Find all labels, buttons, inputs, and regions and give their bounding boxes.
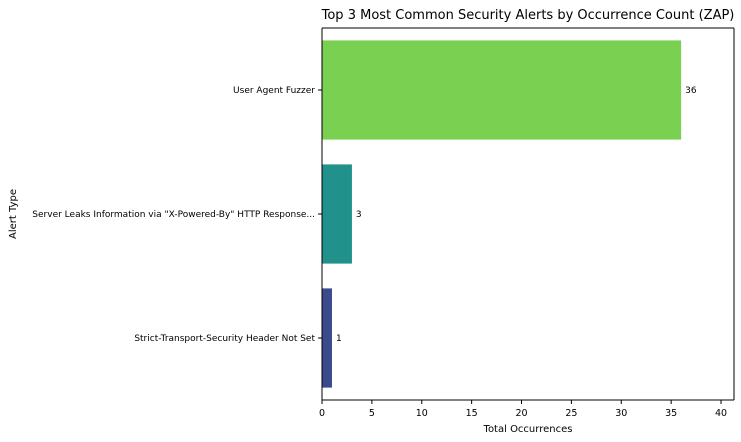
x-tick-label-8: 35	[665, 408, 677, 419]
category-label-3: Strict-Transport-Security Header Not Set	[134, 334, 315, 344]
x-ticks-group: 0 5 10 15 20 25 30 35 40	[319, 400, 727, 419]
data-label-2: 3	[356, 210, 362, 220]
category-labels-group: User Agent Fuzzer Server Leaks Informatio…	[32, 86, 322, 344]
x-tick-label-4: 15	[466, 408, 478, 419]
data-label-1: 36	[685, 86, 697, 96]
category-label-2: Server Leaks Information via "X-Powered-…	[32, 210, 315, 220]
x-tick-label-5: 20	[515, 408, 527, 419]
data-labels-group: 36 3 1	[336, 86, 697, 344]
bar-2	[322, 164, 352, 264]
bars-group	[322, 40, 682, 388]
x-tick-label-9: 40	[715, 408, 727, 419]
x-tick-label-2: 5	[369, 408, 375, 419]
data-label-3: 1	[336, 334, 342, 344]
y-axis-label: Alert Type	[8, 189, 19, 239]
bar-3	[322, 288, 332, 388]
x-tick-label-7: 30	[615, 408, 627, 419]
x-tick-label-6: 25	[565, 408, 577, 419]
x-axis-label: Total Occurrences	[483, 424, 573, 435]
bar-1	[322, 40, 682, 140]
chart-title: Top 3 Most Common Security Alerts by Occ…	[321, 8, 735, 23]
x-tick-label-3: 10	[416, 408, 428, 419]
x-tick-label-1: 0	[319, 408, 325, 419]
category-label-1: User Agent Fuzzer	[233, 86, 315, 96]
plot-area: 36 3 1 User Agent Fuzzer Server Leaks Infor…	[32, 27, 735, 419]
